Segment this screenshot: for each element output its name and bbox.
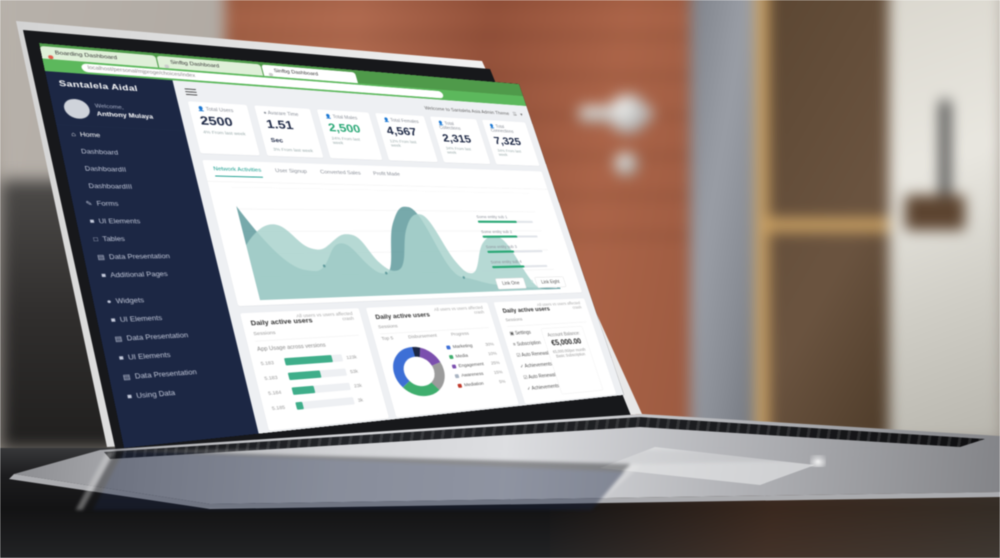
svg-text:20: 20 (246, 275, 252, 280)
svg-text:40: 40 (240, 252, 246, 257)
svg-text:February: February (321, 298, 340, 300)
svg-text:60: 60 (234, 229, 240, 234)
svg-text:April: April (434, 294, 443, 300)
svg-text:80: 80 (231, 207, 234, 212)
svg-text:0: 0 (253, 296, 257, 300)
svg-text:June: June (525, 291, 534, 297)
svg-text:July: July (555, 290, 561, 295)
svg-text:May: May (481, 293, 490, 299)
svg-text:March: March (381, 296, 394, 300)
